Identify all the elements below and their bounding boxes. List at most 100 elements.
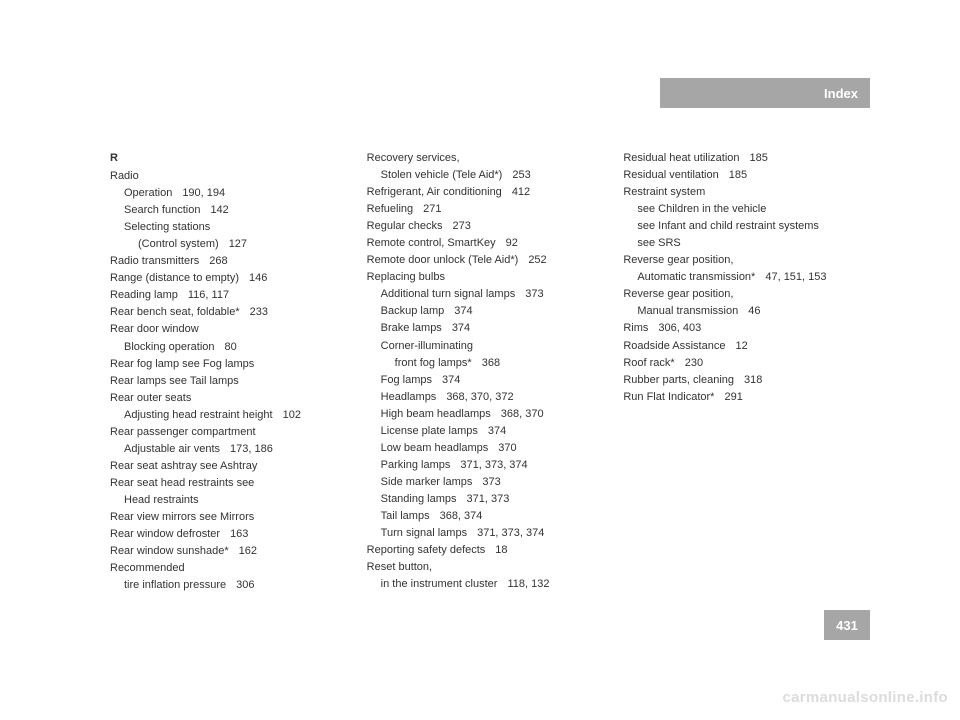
entry-pages: 273 [443, 220, 471, 232]
index-entry: License plate lamps374 [367, 423, 604, 440]
entry-text: see SRS [637, 237, 680, 249]
entry-text: Residual heat utilization [623, 152, 739, 164]
entry-pages: 374 [444, 305, 472, 317]
entry-pages: 368, 374 [430, 510, 483, 522]
entry-text: Replacing bulbs [367, 271, 445, 283]
entry-pages: 185 [719, 169, 747, 181]
entry-text: Tail lamps [381, 510, 430, 522]
index-entry: Side marker lamps373 [367, 474, 604, 491]
entry-pages: 291 [714, 391, 742, 403]
index-entry: Rear door window [110, 321, 347, 338]
entry-text: Adjustable air vents [124, 443, 220, 455]
index-entry: Reverse gear position, [623, 286, 860, 303]
entry-text: License plate lamps [381, 425, 478, 437]
index-entry: in the instrument cluster118, 132 [367, 576, 604, 593]
index-entry: Search function142 [110, 202, 347, 219]
entry-text: Low beam headlamps [381, 442, 489, 454]
entry-text: (Control system) [138, 238, 219, 250]
entry-text: Reporting safety defects [367, 544, 486, 556]
entry-text: Search function [124, 204, 200, 216]
entry-pages: 318 [734, 374, 762, 386]
index-entry: Automatic transmission*47, 151, 153 [623, 269, 860, 286]
entry-pages: 127 [219, 238, 247, 250]
entry-text: Regular checks [367, 220, 443, 232]
entry-text: Radio transmitters [110, 255, 199, 267]
index-entry: Residual ventilation185 [623, 167, 860, 184]
entry-text: Reading lamp [110, 289, 178, 301]
entry-text: Radio [110, 170, 139, 182]
entry-text: Rear window defroster [110, 528, 220, 540]
entry-text: Parking lamps [381, 459, 451, 471]
column-2: Recovery services, Stolen vehicle (Tele A… [367, 150, 604, 594]
entry-text: see Infant and child restraint systems [637, 220, 819, 232]
index-entry: Reporting safety defects18 [367, 542, 604, 559]
entry-pages: 371, 373, 374 [467, 527, 544, 539]
entry-pages: 46 [738, 305, 760, 317]
entry-text: Rims [623, 322, 648, 334]
index-entry: Reading lamp116, 117 [110, 287, 347, 304]
entry-pages: 374 [478, 425, 506, 437]
entry-text: tire inflation pressure [124, 579, 226, 591]
entry-pages: 412 [502, 186, 530, 198]
entry-pages: 185 [740, 152, 768, 164]
entry-pages: 47, 151, 153 [755, 271, 826, 283]
entry-pages: 142 [200, 204, 228, 216]
index-entry: Operation190, 194 [110, 185, 347, 202]
index-entry: Tail lamps368, 374 [367, 508, 604, 525]
entry-text: Rear outer seats [110, 392, 191, 404]
index-entry: Recommended [110, 560, 347, 577]
index-entry: Refrigerant, Air conditioning412 [367, 184, 604, 201]
entry-pages: 306, 403 [648, 322, 701, 334]
entry-pages: 368, 370 [491, 408, 544, 420]
column-3: Residual heat utilization185Residual ven… [623, 150, 860, 594]
header-bar: Index [660, 78, 870, 108]
index-entry: see SRS [623, 235, 860, 252]
entry-pages: 18 [485, 544, 507, 556]
index-entry: Recovery services, [367, 150, 604, 167]
entry-text: see Children in the vehicle [637, 203, 766, 215]
index-entry: Corner-illuminating [367, 338, 604, 355]
index-entry: Turn signal lamps371, 373, 374 [367, 525, 604, 542]
entry-text: Additional turn signal lamps [381, 288, 516, 300]
entry-text: Blocking operation [124, 341, 215, 353]
entry-pages: 92 [496, 237, 518, 249]
index-entry: Remote control, SmartKey92 [367, 235, 604, 252]
entry-pages: 162 [229, 545, 257, 557]
entry-text: Stolen vehicle (Tele Aid*) [381, 169, 503, 181]
index-entry: Rear window sunshade*162 [110, 543, 347, 560]
index-entry: Restraint system [623, 184, 860, 201]
entry-text: Side marker lamps [381, 476, 473, 488]
index-entry: Run Flat Indicator*291 [623, 389, 860, 406]
index-entry: Selecting stations [110, 219, 347, 236]
entry-text: Rubber parts, cleaning [623, 374, 734, 386]
index-entry: Additional turn signal lamps373 [367, 286, 604, 303]
index-entry: Headlamps368, 370, 372 [367, 389, 604, 406]
entry-pages: 373 [472, 476, 500, 488]
index-entry: Residual heat utilization185 [623, 150, 860, 167]
index-entry: Rubber parts, cleaning318 [623, 372, 860, 389]
entry-text: Backup lamp [381, 305, 445, 317]
entry-text: Turn signal lamps [381, 527, 467, 539]
entry-text: Recovery services, [367, 152, 460, 164]
entry-pages: 371, 373 [457, 493, 510, 505]
entry-text: Headlamps [381, 391, 437, 403]
entry-text: Roadside Assistance [623, 340, 725, 352]
index-entry: Remote door unlock (Tele Aid*)252 [367, 252, 604, 269]
entry-text: Rear bench seat, foldable* [110, 306, 240, 318]
entry-text: Reverse gear position, [623, 288, 733, 300]
entry-text: Fog lamps [381, 374, 432, 386]
entry-pages: 146 [239, 272, 267, 284]
index-entry: Radio [110, 168, 347, 185]
entry-text: Rear door window [110, 323, 199, 335]
entry-text: Recommended [110, 562, 185, 574]
index-entry: Blocking operation80 [110, 339, 347, 356]
index-entry: Radio transmitters268 [110, 253, 347, 270]
entry-pages: 190, 194 [172, 187, 225, 199]
entry-pages: 374 [442, 322, 470, 334]
page-number: 431 [836, 618, 858, 633]
entry-pages: 371, 373, 374 [450, 459, 527, 471]
index-letter: R [110, 150, 347, 167]
index-entry: Refueling271 [367, 201, 604, 218]
entry-pages: 116, 117 [178, 289, 229, 301]
entry-text: Restraint system [623, 186, 705, 198]
